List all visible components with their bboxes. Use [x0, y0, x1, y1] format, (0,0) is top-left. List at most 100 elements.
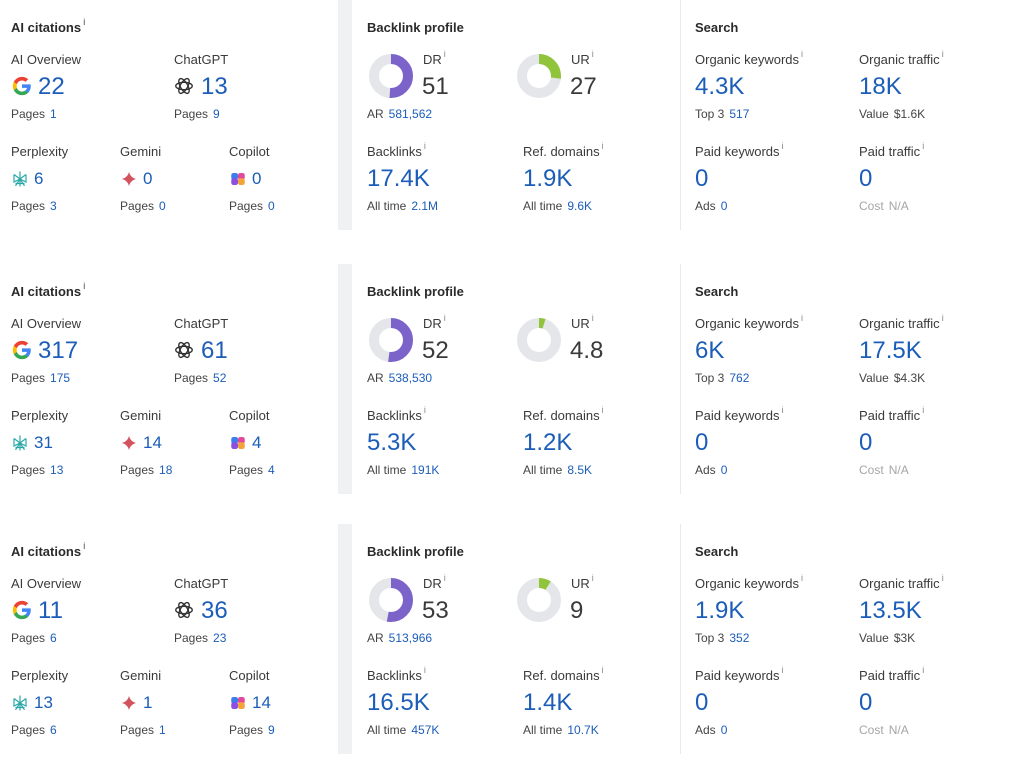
ads-value[interactable]: 0 — [720, 723, 728, 737]
backlinks-all-time-value[interactable]: 191K — [411, 463, 440, 477]
chatgpt-count[interactable]: 36 — [201, 597, 228, 624]
top3-value[interactable]: 517 — [729, 107, 750, 121]
info-icon[interactable]: i — [601, 405, 604, 415]
ar-value[interactable]: 581,562 — [388, 107, 433, 121]
info-icon[interactable]: i — [443, 49, 446, 59]
backlinks-value[interactable]: 17.4K — [367, 165, 430, 192]
gemini-pages-value[interactable]: 18 — [159, 463, 173, 477]
ai-overview-pages-value[interactable]: 6 — [50, 631, 57, 645]
paid-keywords-label: Paid keywords i — [695, 141, 784, 159]
top3-value[interactable]: 352 — [729, 631, 750, 645]
info-icon[interactable]: i — [922, 665, 925, 675]
info-icon[interactable]: i — [423, 141, 426, 151]
info-icon[interactable]: i — [601, 665, 604, 675]
info-icon[interactable]: i — [423, 665, 426, 675]
copilot-count[interactable]: 4 — [252, 433, 262, 452]
backlinks-all-time-value[interactable]: 2.1M — [411, 199, 439, 213]
info-icon[interactable]: i — [781, 405, 784, 415]
chatgpt-pages-value[interactable]: 23 — [213, 631, 227, 645]
gemini-count[interactable]: 0 — [143, 169, 153, 188]
organic-traffic-value[interactable]: 18K — [859, 73, 902, 100]
backlink-profile-panel: Backlink profile DR i 51 AR 581,562 UR i 27… — [338, 0, 680, 230]
info-icon[interactable]: i — [941, 49, 944, 59]
info-icon[interactable]: i — [801, 49, 804, 59]
copilot-count[interactable]: 0 — [252, 169, 262, 188]
info-icon[interactable]: i — [423, 405, 426, 415]
ai-overview-pages-value[interactable]: 175 — [50, 371, 71, 385]
chatgpt-pages-value[interactable]: 52 — [213, 371, 227, 385]
ai-overview-pages-value[interactable]: 1 — [50, 107, 57, 121]
ref-domains-all-time-value[interactable]: 9.6K — [567, 199, 593, 213]
backlinks-all-time-value[interactable]: 457K — [411, 723, 440, 737]
info-icon[interactable]: i — [591, 313, 594, 323]
ar-value[interactable]: 538,530 — [388, 371, 433, 385]
info-icon[interactable]: i — [941, 313, 944, 323]
perplexity-count[interactable]: 31 — [34, 433, 53, 452]
paid-keywords-value[interactable]: 0 — [695, 689, 709, 716]
ads-line: Ads 0 — [695, 463, 728, 477]
info-icon[interactable]: i — [83, 17, 86, 27]
organic-keywords-value[interactable]: 6K — [695, 337, 725, 364]
copilot-pages-value[interactable]: 0 — [268, 199, 275, 213]
info-icon[interactable]: i — [781, 141, 784, 151]
ref-domains-all-time-value[interactable]: 8.5K — [567, 463, 593, 477]
ai-citations-panel: AI citations i AI Overview 22 Pages 1 Chat… — [0, 0, 338, 230]
perplexity-count[interactable]: 6 — [34, 169, 44, 188]
paid-traffic-value[interactable]: 0 — [859, 165, 873, 192]
ai-overview-count[interactable]: 11 — [38, 597, 63, 624]
info-icon[interactable]: i — [922, 405, 925, 415]
info-icon[interactable]: i — [801, 313, 804, 323]
copilot-pages-value[interactable]: 4 — [268, 463, 275, 477]
chatgpt-pages-value[interactable]: 9 — [213, 107, 220, 121]
gemini-pages-value[interactable]: 1 — [159, 723, 166, 737]
ref-domains-value[interactable]: 1.9K — [523, 165, 573, 192]
paid-keywords-value[interactable]: 0 — [695, 165, 709, 192]
backlinks-value[interactable]: 5.3K — [367, 429, 417, 456]
info-icon[interactable]: i — [443, 573, 446, 583]
ref-domains-value[interactable]: 1.4K — [523, 689, 573, 716]
gemini-count[interactable]: 1 — [143, 693, 153, 712]
organic-keywords-value[interactable]: 1.9K — [695, 597, 745, 624]
gemini-pages-value[interactable]: 0 — [159, 199, 166, 213]
perplexity-label: Perplexity — [11, 668, 69, 683]
perplexity-pages-value[interactable]: 13 — [50, 463, 64, 477]
gemini-count[interactable]: 14 — [143, 433, 162, 452]
ref-domains-value[interactable]: 1.2K — [523, 429, 573, 456]
gemini-label: Gemini — [120, 668, 162, 683]
chatgpt-count[interactable]: 61 — [201, 337, 228, 364]
ur-label: UR i — [571, 573, 594, 591]
ar-value[interactable]: 513,966 — [388, 631, 433, 645]
info-icon[interactable]: i — [83, 541, 86, 551]
copilot-count[interactable]: 14 — [252, 693, 271, 712]
ai-overview-count[interactable]: 22 — [38, 73, 65, 100]
ref-domains-all-time-value[interactable]: 10.7K — [567, 723, 599, 737]
paid-traffic-value[interactable]: 0 — [859, 429, 873, 456]
paid-traffic-value[interactable]: 0 — [859, 689, 873, 716]
backlinks-value[interactable]: 16.5K — [367, 689, 430, 716]
ai-overview-count[interactable]: 317 — [38, 337, 79, 364]
organic-keywords-value[interactable]: 4.3K — [695, 73, 745, 100]
perplexity-count[interactable]: 13 — [34, 693, 53, 712]
info-icon[interactable]: i — [591, 49, 594, 59]
info-icon[interactable]: i — [601, 141, 604, 151]
organic-traffic-value[interactable]: 17.5K — [859, 337, 922, 364]
info-icon[interactable]: i — [781, 665, 784, 675]
chatgpt-count[interactable]: 13 — [201, 73, 228, 100]
ads-value[interactable]: 0 — [720, 463, 728, 477]
organic-traffic-value[interactable]: 13.5K — [859, 597, 922, 624]
ads-value[interactable]: 0 — [720, 199, 728, 213]
perplexity-pages-value[interactable]: 3 — [50, 199, 57, 213]
info-icon[interactable]: i — [941, 573, 944, 583]
info-icon[interactable]: i — [443, 313, 446, 323]
ai-citations-title: AI citations i — [11, 541, 86, 559]
info-icon[interactable]: i — [922, 141, 925, 151]
info-icon[interactable]: i — [801, 573, 804, 583]
info-icon[interactable]: i — [83, 281, 86, 291]
perplexity-pages-value[interactable]: 6 — [50, 723, 57, 737]
top3-value[interactable]: 762 — [729, 371, 750, 385]
paid-keywords-value[interactable]: 0 — [695, 429, 709, 456]
copilot-pages-value[interactable]: 9 — [268, 723, 275, 737]
search-panel: Search Organic keywords i 1.9K Top 3 352 O… — [680, 524, 1024, 754]
dr-label: DR i — [423, 313, 446, 331]
info-icon[interactable]: i — [591, 573, 594, 583]
